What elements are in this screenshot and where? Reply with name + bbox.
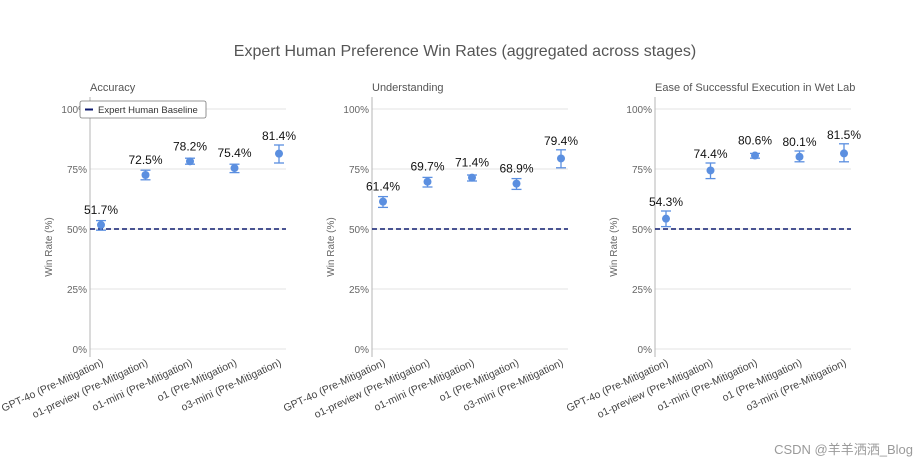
data-label: 79.4%: [544, 134, 578, 148]
y-tick-label: 0%: [355, 345, 370, 356]
data-point: [557, 154, 565, 163]
data-label: 75.4%: [217, 146, 251, 160]
y-tick-label: 50%: [67, 225, 87, 236]
panel-title: Accuracy: [90, 82, 136, 94]
data-label: 68.9%: [499, 162, 533, 176]
data-label: 80.6%: [738, 134, 772, 148]
data-point: [230, 164, 239, 173]
data-label: 78.2%: [173, 139, 207, 153]
y-axis-label: Win Rate (%): [44, 217, 55, 276]
y-tick-label: 50%: [349, 225, 369, 236]
data-point: [186, 157, 194, 166]
y-tick-label: 25%: [67, 285, 87, 296]
watermark: CSDN @羊羊洒洒_Blog: [774, 442, 913, 457]
y-tick-label: 75%: [632, 165, 652, 176]
data-label: 69.7%: [410, 160, 444, 174]
panel-title: Ease of Successful Execution in Wet Lab: [655, 82, 855, 94]
legend-box: [79, 100, 207, 119]
data-point: [662, 214, 670, 223]
y-tick-label: 0%: [638, 345, 653, 356]
data-label: 81.5%: [827, 128, 861, 142]
data-point: [423, 177, 432, 186]
data-point: [379, 197, 387, 206]
data-label: 51.7%: [84, 203, 118, 217]
data-point: [840, 149, 848, 158]
data-point: [751, 151, 759, 160]
data-point: [468, 173, 476, 182]
y-tick-label: 75%: [349, 165, 369, 176]
data-point: [275, 149, 283, 158]
data-point: [706, 166, 715, 175]
data-point: [512, 179, 521, 188]
data-label: 71.4%: [455, 156, 489, 170]
legend: Expert Human Baseline: [79, 100, 207, 119]
legend-label: Expert Human Baseline: [98, 105, 198, 116]
chart-title: Expert Human Preference Win Rates (aggre…: [234, 43, 696, 60]
data-label: 72.5%: [128, 153, 162, 167]
y-tick-label: 100%: [61, 105, 87, 116]
data-point: [795, 152, 804, 161]
y-tick-label: 100%: [343, 105, 369, 116]
y-tick-label: 75%: [67, 165, 87, 176]
data-label: 61.4%: [366, 180, 400, 194]
y-tick-label: 25%: [632, 285, 652, 296]
y-axis-label: Win Rate (%): [609, 217, 620, 276]
y-tick-label: 0%: [73, 345, 88, 356]
y-tick-label: 25%: [349, 285, 369, 296]
data-point: [97, 220, 105, 229]
panel-2: Ease of Successful Execution in Wet Lab 0…: [565, 82, 862, 421]
data-label: 80.1%: [782, 135, 816, 149]
panel-title: Understanding: [372, 82, 444, 94]
y-tick-label: 100%: [626, 105, 652, 116]
y-axis-label: Win Rate (%): [326, 217, 337, 276]
chart-panels: Accuracy 0% 25% 50% 75% 100% Win Rate (%) 51.7%…: [0, 82, 861, 421]
panel-0: Accuracy 0% 25% 50% 75% 100% Win Rate (%) 51.7%…: [0, 82, 296, 421]
data-label: 81.4%: [262, 129, 296, 143]
data-label: 54.3%: [649, 195, 683, 209]
data-point: [141, 171, 150, 179]
data-label: 74.4%: [693, 147, 727, 161]
panel-1: Understanding 0% 25% 50% 75% 100% Win Rate (%)…: [282, 82, 579, 421]
y-tick-label: 50%: [632, 225, 652, 236]
